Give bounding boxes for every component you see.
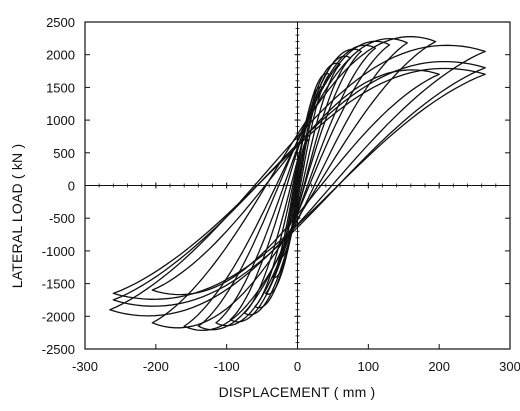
- x-tick-label: 300: [499, 359, 520, 374]
- y-tick-label: 500: [53, 146, 75, 161]
- y-tick-label: 2500: [46, 15, 75, 30]
- hysteresis-loops: [109, 36, 486, 332]
- y-tick-label: -1000: [42, 244, 75, 259]
- hysteresis-loop: [112, 67, 486, 300]
- hysteresis-loop: [215, 44, 377, 327]
- y-tick-label: -500: [49, 211, 75, 226]
- y-tick-label: -2000: [42, 309, 75, 324]
- x-tick-label: -300: [72, 359, 98, 374]
- y-tick-label: -2500: [42, 342, 75, 357]
- x-tick-label: 200: [428, 359, 450, 374]
- hysteresis-loop: [229, 48, 362, 323]
- x-tick-label: -100: [214, 359, 240, 374]
- x-tick-label: 0: [294, 359, 301, 374]
- y-tick-label: 2000: [46, 48, 75, 63]
- y-tick-label: 1000: [46, 113, 75, 128]
- x-tick-label: 100: [357, 359, 379, 374]
- y-tick-label: -1500: [42, 277, 75, 292]
- x-axis-title: DISPLACEMENT ( mm ): [219, 384, 376, 400]
- hysteresis-loop: [286, 138, 309, 229]
- x-tick-label: -200: [143, 359, 169, 374]
- hysteresis-loop: [197, 40, 391, 331]
- hysteresis-loop: [254, 62, 341, 309]
- hysteresis-loop: [151, 36, 437, 329]
- hysteresis-loop: [112, 60, 486, 307]
- axes: -300 -200 -100 0 100 200 300-2500-2000-1500-10…: [42, 15, 520, 374]
- y-tick-label: 1500: [46, 80, 75, 95]
- y-axis-title: LATERAL LOAD ( kN ): [9, 144, 25, 289]
- hysteresis-loop: [183, 37, 408, 332]
- y-tick-label: 0: [68, 179, 75, 194]
